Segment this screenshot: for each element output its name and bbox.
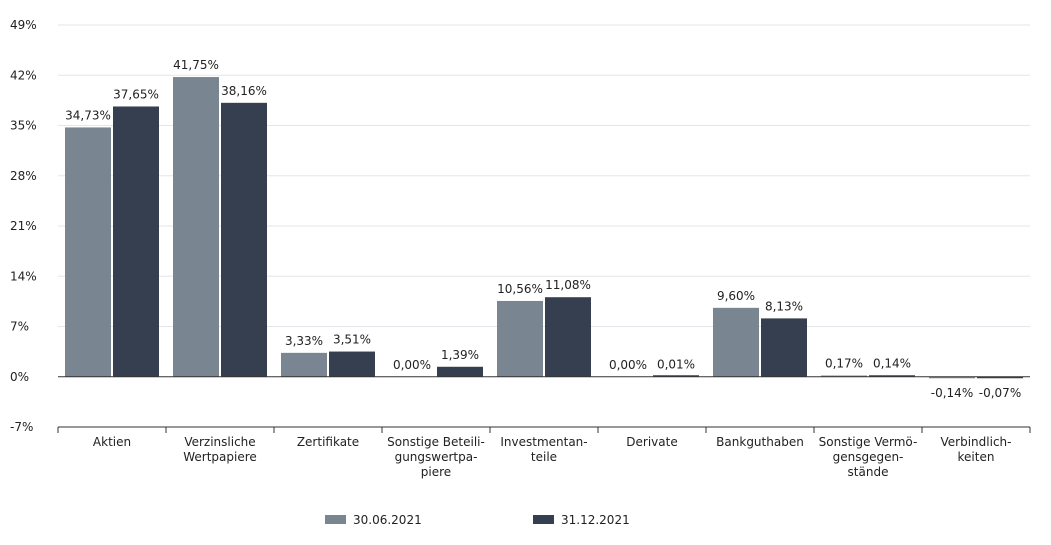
data-label: 11,08% — [545, 278, 591, 292]
bar — [821, 375, 867, 377]
legend-swatch — [325, 515, 346, 524]
data-label: -0,07% — [979, 386, 1021, 400]
data-label: 9,60% — [717, 289, 755, 303]
bar — [929, 376, 975, 379]
y-tick-label: -7% — [10, 420, 33, 434]
data-label: 0,14% — [873, 357, 911, 371]
y-tick-label: 42% — [10, 68, 37, 82]
y-axis-ticks: -7% 0% 7% 14% 21% 28% 35% 42% 49% — [10, 18, 37, 434]
category-label: Bankguthaben — [716, 435, 804, 449]
y-tick-label: 21% — [10, 219, 37, 233]
y-tick-label: 49% — [10, 18, 37, 32]
category-label: Zertifikate — [297, 435, 359, 449]
bar — [437, 366, 483, 377]
data-label: 8,13% — [765, 299, 803, 313]
data-label: 3,33% — [285, 334, 323, 348]
data-label: 37,65% — [113, 87, 159, 101]
data-label: 0,17% — [825, 357, 863, 371]
y-tick-label: 14% — [10, 269, 37, 283]
bar — [977, 376, 1023, 379]
category-label: Investmentan- — [500, 435, 587, 449]
bar — [113, 106, 159, 377]
bar — [65, 127, 111, 377]
bar — [221, 102, 267, 377]
data-labels: 34,73%37,65% 41,75%38,16% 3,33% 3,51% 0,00% 1… — [65, 58, 1021, 400]
data-label: 34,73% — [65, 108, 111, 122]
data-label: 1,39% — [441, 348, 479, 362]
data-label: 41,75% — [173, 58, 219, 72]
data-label: 3,51% — [333, 333, 371, 347]
bar — [869, 375, 915, 377]
bars — [65, 77, 1023, 379]
gridlines — [58, 24, 1030, 428]
data-label: 0,00% — [393, 358, 431, 372]
category-label: Derivate — [626, 435, 677, 449]
bar — [329, 351, 375, 377]
bar — [761, 318, 807, 377]
legend-label: 30.06.2021 — [353, 513, 422, 527]
bar — [713, 307, 759, 377]
category-label: stände — [848, 465, 889, 479]
x-axis — [57, 376, 1031, 433]
y-tick-label: 28% — [10, 169, 37, 183]
category-label: gensgegen- — [833, 450, 904, 464]
category-label: Wertpapiere — [183, 450, 257, 464]
legend-swatch — [533, 515, 554, 524]
data-label: 10,56% — [497, 282, 543, 296]
data-label: 0,00% — [609, 358, 647, 372]
bar — [497, 300, 543, 377]
bar — [281, 352, 327, 377]
y-tick-label: 7% — [10, 320, 29, 334]
category-label: gungswertpa- — [395, 450, 478, 464]
category-label: teile — [531, 450, 557, 464]
bar — [545, 297, 591, 377]
category-label: Aktien — [93, 435, 131, 449]
category-label: piere — [421, 465, 451, 479]
category-label: Verbindlich- — [941, 435, 1012, 449]
bar — [653, 375, 699, 377]
category-label: keiten — [958, 450, 995, 464]
y-tick-label: 35% — [10, 119, 37, 133]
category-label: Verzinsliche — [184, 435, 255, 449]
data-label: 0,01% — [657, 358, 695, 372]
bar — [173, 77, 219, 377]
data-label: 38,16% — [221, 84, 267, 98]
y-tick-label: 0% — [10, 370, 29, 384]
data-label: -0,14% — [931, 386, 973, 400]
category-label: Sonstige Beteili- — [387, 435, 485, 449]
legend-label: 31.12.2021 — [561, 513, 630, 527]
category-label: Sonstige Vermö- — [819, 435, 918, 449]
legend: 30.06.2021 31.12.2021 — [325, 513, 630, 527]
